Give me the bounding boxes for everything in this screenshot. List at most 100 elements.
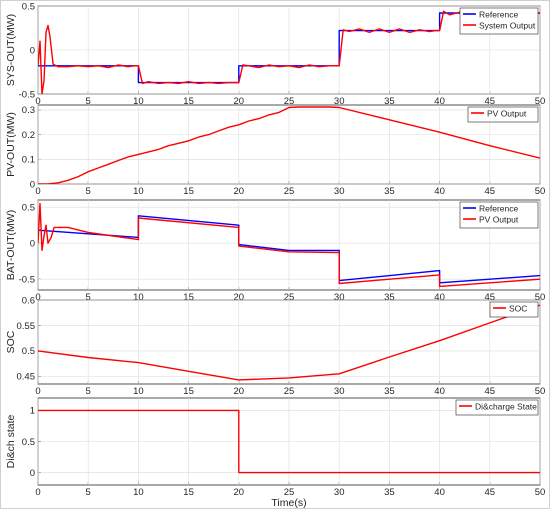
x-axis-label: Time(s) [271, 497, 306, 509]
x-tick-label: 5 [86, 386, 91, 397]
legend-box [459, 201, 539, 229]
x-tick-label: 35 [384, 386, 395, 397]
x-tick-label: 0 [35, 96, 40, 107]
x-tick-label: 0 [35, 487, 40, 498]
x-tick-label: 10 [133, 292, 144, 303]
x-tick-label: 35 [384, 292, 395, 303]
x-tick-label: 15 [183, 96, 194, 107]
x-tick-label: 45 [485, 386, 496, 397]
x-tick-label: 25 [284, 487, 295, 498]
x-tick-label: 35 [384, 186, 395, 197]
x-tick-label: 40 [434, 292, 445, 303]
x-tick-label: 45 [485, 96, 496, 107]
y-tick-label: 0.5 [22, 346, 35, 357]
x-tick-label: 25 [284, 186, 295, 197]
x-tick-label: 20 [234, 96, 245, 107]
y-axis-label: BAT-OUT(MW) [5, 210, 17, 280]
legend-box [459, 7, 539, 35]
legend-label: SOC [509, 304, 527, 314]
x-tick-label: 0 [35, 386, 40, 397]
x-tick-label: 25 [284, 96, 295, 107]
legend-label: Di&charge State [475, 402, 537, 412]
x-tick-label: 5 [86, 186, 91, 197]
x-tick-label: 10 [133, 96, 144, 107]
x-tick-label: 50 [535, 96, 546, 107]
x-tick-label: 0 [35, 186, 40, 197]
y-tick-label: 1 [30, 406, 35, 417]
y-tick-label: 0.6 [22, 295, 35, 306]
x-tick-label: 25 [284, 386, 295, 397]
chart-panel-5: 0 5 10 15 20 25 30 35 40 45 50 0 0.5 1 Di&ch state Time… [5, 397, 546, 509]
x-tick-label: 35 [384, 487, 395, 498]
x-tick-label: 5 [86, 96, 91, 107]
x-tick-label: 45 [485, 292, 496, 303]
x-tick-label: 30 [334, 292, 345, 303]
y-tick-label: -0.5 [19, 89, 35, 100]
series-line-2 [38, 10, 540, 94]
x-tick-label: 45 [485, 487, 496, 498]
legend-label: PV Output [487, 109, 527, 119]
y-tick-label: 0.5 [22, 437, 35, 448]
legend-label: PV Output [479, 215, 519, 225]
x-tick-label: 50 [535, 487, 546, 498]
x-axis: 0 5 10 15 20 25 30 35 40 45 50 [35, 287, 545, 303]
series-line-2 [38, 202, 540, 288]
series-line-1 [38, 304, 540, 381]
y-tick-label: 0.5 [22, 203, 35, 214]
x-tick-label: 40 [434, 487, 445, 498]
legend-label: Reference [479, 204, 518, 214]
legend-label: System Output [479, 21, 536, 31]
y-tick-label: 0.1 [22, 155, 35, 166]
y-tick-label: 0.5 [22, 1, 35, 12]
y-tick-label: -0.5 [19, 275, 35, 286]
legend: PV Output [467, 106, 539, 123]
x-tick-label: 15 [183, 186, 194, 197]
x-tick-label: 5 [86, 487, 91, 498]
x-tick-label: 35 [384, 96, 395, 107]
y-tick-label: 0.2 [22, 130, 35, 141]
x-tick-label: 20 [234, 292, 245, 303]
x-tick-label: 30 [334, 186, 345, 197]
x-tick-label: 10 [133, 487, 144, 498]
legend: SOC [489, 301, 539, 318]
x-tick-label: 40 [434, 386, 445, 397]
x-tick-label: 40 [434, 186, 445, 197]
y-axis-label: PV-OUT(MW) [5, 112, 17, 177]
series-line-1 [38, 409, 540, 474]
x-tick-label: 15 [183, 292, 194, 303]
y-tick-label: 0.45 [17, 372, 36, 383]
y-tick-label: 0.55 [17, 321, 36, 332]
chart-panel-3: 0 5 10 15 20 25 30 35 40 45 50-0.500.5BAT-OUT(MW)R… [5, 199, 545, 303]
chart-panel-2: 0 5 10 15 20 25 30 35 40 45 50 0 0.1 0.2 0.3 PV-OUT(MW)… [5, 104, 545, 197]
x-tick-label: 15 [183, 386, 194, 397]
x-tick-label: 30 [334, 487, 345, 498]
legend-box [455, 399, 539, 416]
x-tick-label: 50 [535, 386, 546, 397]
y-axis-label: SYS-OUT(MW) [5, 14, 17, 86]
x-tick-label: 30 [334, 96, 345, 107]
x-tick-label: 0 [35, 292, 40, 303]
legend-box [467, 106, 539, 123]
x-tick-label: 40 [434, 96, 445, 107]
y-tick-label: 0 [30, 239, 35, 250]
series-line-1 [38, 106, 540, 184]
y-axis-label: SOC [5, 330, 17, 353]
y-tick-label: 0 [30, 45, 35, 56]
legend: Di&charge State [455, 399, 539, 416]
x-tick-label: 50 [535, 292, 546, 303]
y-tick-label: 0.3 [22, 105, 35, 116]
y-axis-label: Di&ch state [5, 415, 17, 469]
x-tick-label: 5 [86, 292, 91, 303]
y-tick-label: 0 [30, 468, 35, 479]
legend-label: Reference [479, 10, 518, 20]
x-tick-label: 20 [234, 186, 245, 197]
y-tick-label: 0 [30, 179, 35, 190]
x-tick-label: 15 [183, 487, 194, 498]
x-tick-label: 30 [334, 386, 345, 397]
